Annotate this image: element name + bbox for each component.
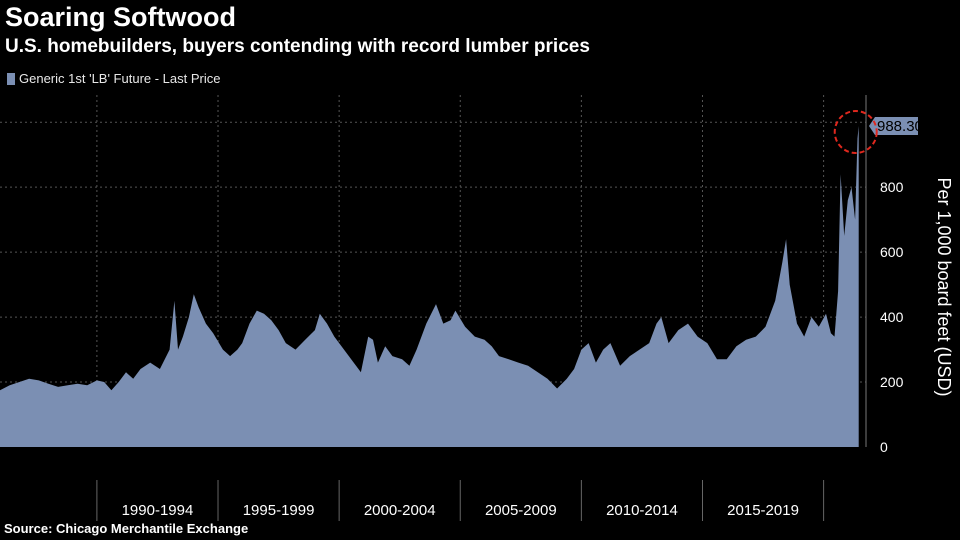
y-tick-label: 800: [880, 179, 904, 195]
last-value-tag: [869, 117, 918, 136]
y-tick-label: 200: [880, 374, 904, 390]
y-tick-label: 600: [880, 244, 904, 260]
y-tick-label: 400: [880, 309, 904, 325]
x-tick-label: 1995-1999: [243, 502, 315, 519]
legend-label: Generic 1st 'LB' Future - Last Price: [19, 71, 221, 86]
x-tick-label: 2010-2014: [606, 502, 678, 519]
last-value-label: 988.30: [877, 118, 923, 135]
area-layer: [0, 126, 859, 447]
y-tick-label: 0: [880, 439, 888, 455]
record-high-circle: [833, 110, 878, 155]
chart-title: Soaring Softwood: [5, 2, 236, 32]
x-tick-label: 2015-2019: [727, 502, 799, 519]
x-tick-label: 2005-2009: [485, 502, 557, 519]
chart-subtitle: U.S. homebuilders, buyers contending wit…: [5, 36, 590, 57]
annotation-layer: 988.30: [833, 110, 923, 155]
x-tick-label: 2000-2004: [364, 502, 436, 519]
y-axis-title: Per 1,000 board feet (USD): [934, 177, 954, 396]
axes: 0 200 400 600 800 1990-1994 1995-1999 2000-2004…: [96, 95, 954, 521]
legend-swatch: [7, 72, 15, 85]
x-tick-label: 1990-1994: [122, 502, 194, 519]
price-area: [0, 126, 859, 447]
source-note: Source: Chicago Merchantile Exchange: [4, 521, 249, 536]
legend: Generic 1st 'LB' Future - Last Price: [7, 71, 221, 86]
